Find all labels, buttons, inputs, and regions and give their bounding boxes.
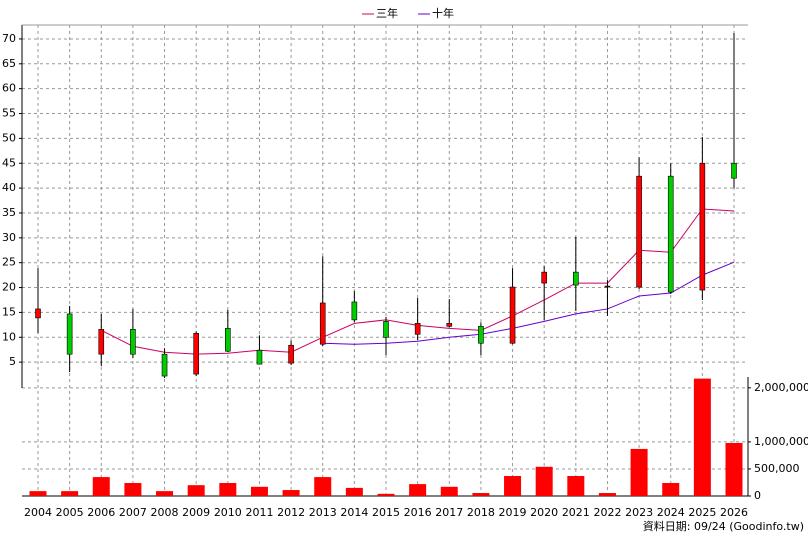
candle-body	[731, 162, 737, 179]
candle-body	[288, 344, 294, 364]
volume-bar	[598, 493, 616, 496]
candle-body	[636, 175, 642, 288]
candle-body	[351, 301, 358, 321]
candle-body	[193, 332, 199, 375]
y-tick-label: 45	[2, 156, 16, 169]
volume-bar	[92, 477, 110, 496]
x-tick-label: 2020	[530, 506, 558, 519]
y-tick-label: 70	[2, 32, 16, 45]
candle-body	[604, 285, 611, 288]
x-tick-label: 2012	[277, 506, 305, 519]
y-tick-label: 20	[2, 281, 16, 294]
x-tick-label: 2025	[688, 506, 716, 519]
x-tick-label: 2024	[657, 506, 685, 519]
volume-bar	[187, 485, 205, 496]
candle-body	[35, 308, 41, 319]
x-tick-label: 2005	[56, 506, 84, 519]
x-tick-label: 2016	[404, 506, 432, 519]
volume-bar	[440, 486, 458, 496]
x-tick-label: 2026	[720, 506, 748, 519]
y2-tick-label: 1,000,000	[754, 435, 808, 448]
x-tick-label: 2023	[625, 506, 653, 519]
y2-tick-label: 0	[754, 489, 761, 502]
volume-bar	[504, 475, 522, 496]
volume-bar	[61, 491, 79, 496]
x-tick-label: 2009	[182, 506, 210, 519]
volume-bar	[250, 486, 268, 496]
volume-bar	[345, 487, 363, 496]
volume-bar	[156, 491, 174, 496]
volume-bar	[29, 491, 47, 496]
volume-bar	[693, 378, 711, 496]
x-tick-label: 2019	[499, 506, 527, 519]
candle-body	[161, 353, 168, 377]
candle-body	[509, 286, 516, 344]
x-tick-label: 2008	[151, 506, 179, 519]
x-tick-label: 2022	[593, 506, 621, 519]
x-tick-label: 2010	[214, 506, 242, 519]
y2-tick-label: 500,000	[754, 462, 800, 475]
candle-body	[66, 313, 73, 355]
y-tick-label: 55	[2, 107, 16, 120]
candle-body	[130, 329, 136, 355]
candle-body	[383, 321, 389, 338]
y-tick-label: 40	[2, 181, 16, 194]
volume-bar	[567, 475, 585, 496]
volume-bar	[282, 490, 300, 496]
candle-body	[573, 271, 579, 286]
candle-body	[478, 326, 484, 344]
y-tick-label: 60	[2, 82, 16, 95]
x-tick-label: 2014	[340, 506, 368, 519]
legend-label: 三年	[376, 6, 398, 20]
volume-bar	[662, 483, 680, 496]
volume-bar	[409, 484, 427, 496]
volume-bar	[535, 466, 553, 496]
y-tick-label: 35	[2, 206, 16, 219]
legend-label: 十年	[432, 6, 454, 20]
volume-bar	[314, 477, 332, 496]
y-tick-label: 15	[2, 305, 16, 318]
y-tick-label: 30	[2, 231, 16, 244]
candle-body	[446, 323, 453, 327]
volume-bar	[377, 493, 395, 496]
note: 資料日期: 09/24 (Goodinfo.tw)	[643, 519, 804, 533]
y-tick-label: 25	[2, 256, 16, 269]
y2-tick-label: 2,000,000	[754, 381, 808, 394]
x-tick-label: 2007	[119, 506, 147, 519]
x-tick-label: 2017	[435, 506, 463, 519]
x-tick-label: 2006	[87, 506, 115, 519]
x-tick-label: 2015	[372, 506, 400, 519]
candle-body	[667, 175, 674, 293]
x-tick-label: 2018	[467, 506, 495, 519]
y-tick-label: 10	[2, 330, 16, 343]
y-tick-label: 5	[9, 355, 16, 368]
y-tick-label: 50	[2, 131, 16, 144]
candle-body	[256, 349, 263, 365]
x-tick-label: 2004	[24, 506, 52, 519]
candle-body	[414, 323, 421, 335]
x-tick-label: 2011	[245, 506, 273, 519]
y-tick-label: 65	[2, 57, 16, 70]
volume-bar	[124, 483, 142, 496]
candle-body	[541, 271, 547, 284]
candle-body	[319, 302, 326, 345]
volume-bar	[630, 448, 648, 496]
ma-line	[322, 261, 735, 345]
candle-body	[699, 162, 706, 291]
volume-bar	[219, 483, 237, 496]
volume-bar	[472, 493, 490, 496]
volume-bar	[725, 442, 743, 496]
candle-body	[98, 329, 105, 355]
x-tick-label: 2021	[562, 506, 590, 519]
candle-body	[225, 328, 231, 352]
x-tick-label: 2013	[309, 506, 337, 519]
